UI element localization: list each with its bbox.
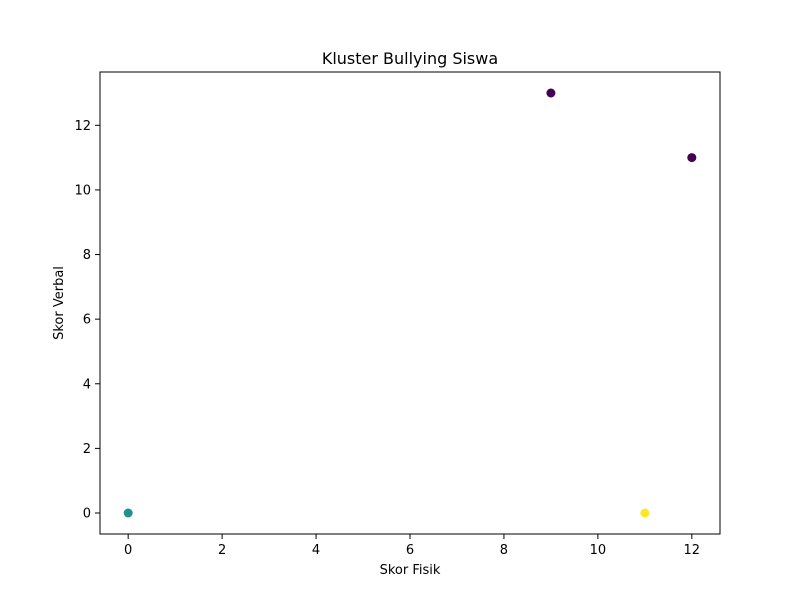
points-layer: [123, 88, 697, 518]
y-tick-label: 2: [83, 442, 91, 457]
y-axis-ticks: 0 2 4 6 8 10 12: [74, 119, 100, 522]
x-tick-label: 6: [406, 543, 414, 558]
x-tick-label: 10: [590, 543, 607, 558]
y-tick-label: 6: [83, 313, 91, 328]
y-axis-label: Skor Verbal: [52, 266, 67, 340]
x-axis-ticks: 0 2 4 6 8 10 12: [124, 534, 700, 558]
x-tick-label: 0: [124, 543, 132, 558]
scatter-point: [123, 508, 133, 518]
y-tick-label: 8: [83, 248, 91, 263]
scatter-point: [546, 88, 556, 98]
y-tick-label: 12: [74, 119, 91, 134]
x-tick-label: 2: [218, 543, 226, 558]
y-tick-label: 10: [74, 183, 91, 198]
x-tick-label: 4: [312, 543, 320, 558]
x-axis-label: Skor Fisik: [380, 563, 441, 578]
y-tick-label: 0: [83, 507, 91, 522]
chart-title: Kluster Bullying Siswa: [322, 49, 498, 68]
x-tick-label: 12: [684, 543, 701, 558]
scatter-point: [640, 508, 650, 518]
x-tick-label: 8: [500, 543, 508, 558]
scatter-point: [687, 153, 697, 163]
y-tick-label: 4: [83, 377, 91, 392]
